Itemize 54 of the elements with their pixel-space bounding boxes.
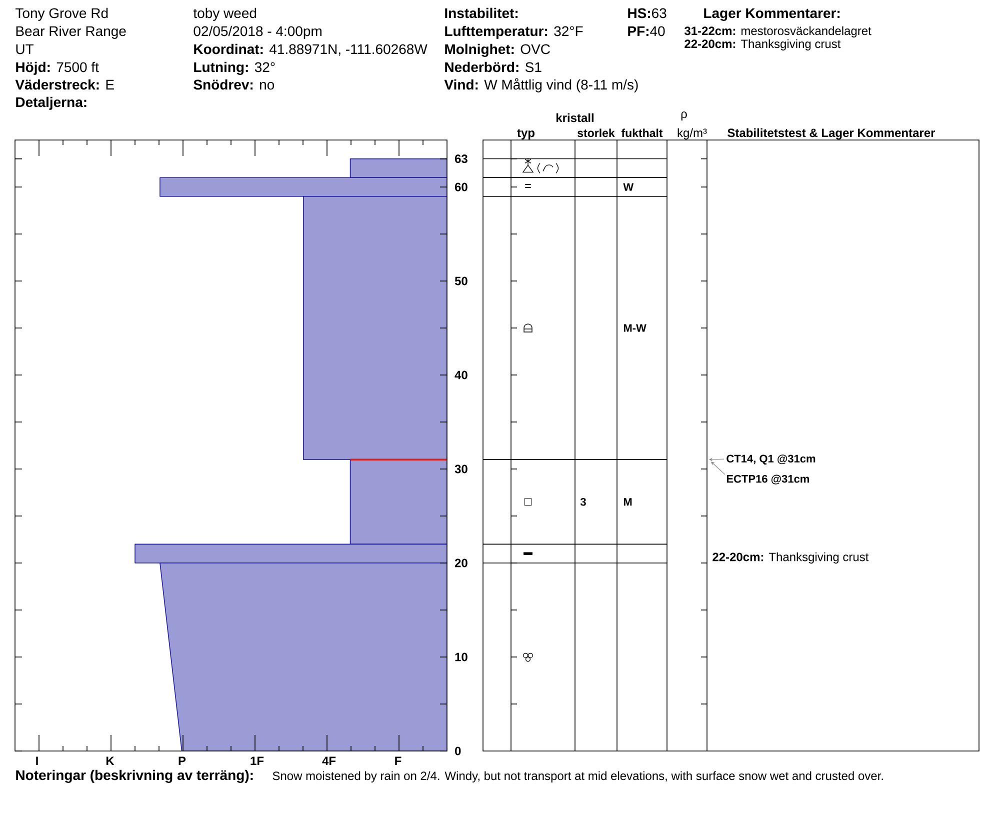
y-tick-label: 40: [454, 370, 468, 380]
text: K: [106, 756, 114, 765]
text: toby weed: [193, 8, 256, 21]
text: □: [524, 498, 532, 506]
text: Stabilitetstest & Lager Kommentarer: [728, 128, 936, 140]
text: 22-20cm: Thanksgiving crust: [684, 39, 841, 50]
text: =: [525, 184, 531, 188]
text: P: [178, 756, 186, 765]
y-tick-label: 63: [454, 154, 468, 164]
text: 31-22cm: mestorosväckandelagret: [684, 26, 872, 38]
text: 1F: [250, 756, 264, 765]
text: storlek: [578, 128, 615, 138]
text: kristall: [556, 113, 594, 122]
text: W: [623, 183, 634, 191]
text: Molnighet: OVC: [445, 44, 550, 57]
y-tick-label: 20: [454, 558, 468, 568]
text: Vind: W Måttlig vind (8-11 m/s): [444, 78, 638, 92]
text: ρ: [681, 112, 687, 120]
text: typ: [517, 129, 535, 140]
y-tick-label: 10: [455, 652, 468, 662]
text: Detaljerna:: [16, 96, 86, 110]
text: Lutning: 32°: [194, 62, 275, 75]
text: PF:40: [628, 26, 665, 36]
text: Instabilitet:: [445, 8, 518, 18]
text: 22-20cm: Thanksgiving crust: [712, 552, 869, 564]
text: Tony Grove Rd: [16, 8, 108, 21]
text: Noteringar (beskrivning av terräng):: [16, 770, 253, 783]
text: fukthalt: [621, 128, 663, 138]
text: kg/m³: [678, 128, 707, 140]
text: 02/05/2018 - 4:00pm: [194, 26, 322, 39]
text: M-W: [624, 324, 646, 332]
text: I: [36, 756, 38, 765]
text: Snödrev: no: [194, 79, 274, 90]
text: CT14, Q1 @31cm: [726, 454, 816, 465]
text: Snow moistened by rain on 2/4. Windy, but not transport at mid elevations, with surface snow wet and crusted over.: [272, 771, 883, 782]
text: Lufttemperatur: 32°F: [445, 26, 583, 39]
text: Koordinat: 41.88971N, -111.60268W: [194, 44, 428, 56]
text: Lager Kommentarer:: [704, 8, 840, 21]
text: M: [624, 498, 632, 506]
y-tick-label: 30: [454, 464, 468, 474]
text: ECTP16 @31cm: [726, 474, 809, 484]
text: 3: [580, 498, 586, 506]
text: Höjd: 7500 ft: [16, 62, 99, 75]
text: Bear River Range: [16, 26, 126, 39]
text: Väderstreck: E: [15, 79, 114, 90]
y-tick-label: 60: [454, 182, 468, 192]
text: HS:63: [628, 8, 666, 18]
text: F: [395, 756, 402, 765]
y-tick-label: 50: [454, 276, 468, 286]
text: Nederbörd: S1: [445, 62, 542, 72]
y-tick-label: 0: [455, 746, 461, 756]
text: 4F: [322, 756, 336, 765]
text: UT: [16, 44, 34, 54]
text: ▬: [524, 552, 533, 555]
